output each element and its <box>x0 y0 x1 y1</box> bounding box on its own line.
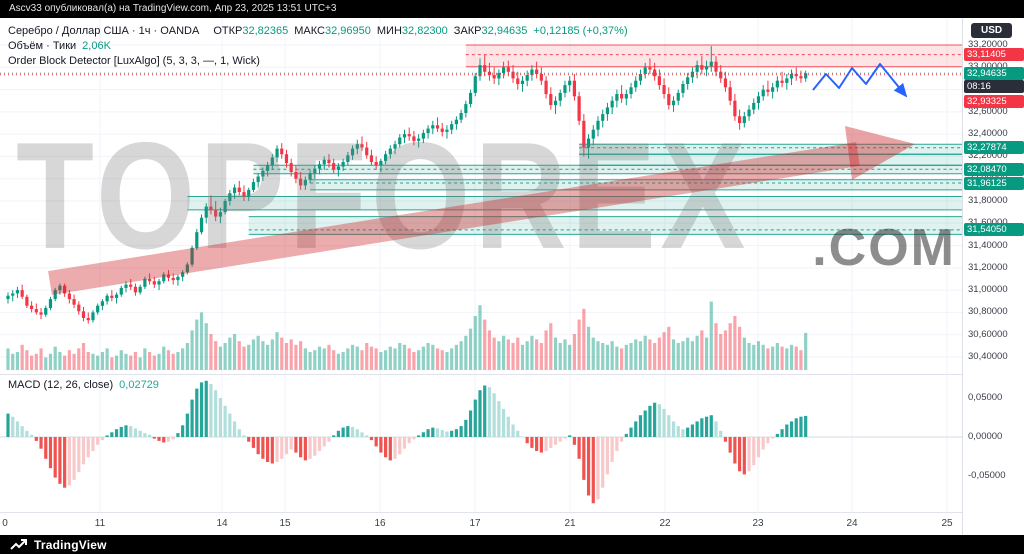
time-label: 16 <box>374 518 386 529</box>
macd-tick: -0,05000 <box>968 470 1006 481</box>
price-badge: 32,08470 <box>964 162 1024 176</box>
price-tick: 31,20000 <box>968 261 1008 273</box>
ohlc-value: 32,82300 <box>401 25 448 37</box>
time-label: 11 <box>94 518 106 529</box>
price-badge: 08:16 <box>964 79 1024 93</box>
price-tick: 31,00000 <box>968 284 1008 296</box>
time-label: 23 <box>752 518 764 529</box>
macd-tick: 0,05000 <box>968 392 1003 403</box>
pane-separator[interactable] <box>0 374 962 375</box>
time-axis[interactable]: 0 11 14 15 16 17 21 22 23 24 25 <box>0 512 962 535</box>
orderblock-row: Order Block Detector [LuxAlgo] (5, 3, 3,… <box>8 54 628 68</box>
orderblock-indicator-label[interactable]: Order Block Detector [LuxAlgo] (5, 3, 3,… <box>8 55 260 67</box>
price-tick: 30,60000 <box>968 328 1008 340</box>
chart-legend: Серебро / Доллар США · 1ч · OANDA ОТКР32,… <box>8 24 628 69</box>
footer-bar: TradingView <box>0 535 1024 554</box>
tradingview-logo-icon[interactable] <box>10 538 28 551</box>
time-label: 24 <box>846 518 858 529</box>
volume-value: 2,06K <box>82 40 111 52</box>
price-badge: 31,54050 <box>964 223 1024 237</box>
volume-indicator-label[interactable]: Объём · Тики <box>8 40 77 52</box>
time-label: 17 <box>469 518 481 529</box>
price-change: +0,12185 (+0,37%) <box>533 25 628 37</box>
price-badge: 33,11405 <box>964 48 1024 62</box>
macd-value: 0,02729 <box>119 379 159 391</box>
publish-info-text: Ascv33 опубликовал(а) на TradingView.com… <box>9 3 337 14</box>
ohlc-label: МИН <box>376 25 402 37</box>
macd-label[interactable]: MACD (12, 26, close) <box>8 379 114 391</box>
volume-row: Объём · Тики 2,06K <box>8 39 628 53</box>
time-label: 0 <box>2 518 8 529</box>
price-badge: 32,27874 <box>964 141 1024 155</box>
publish-info-bar: Ascv33 опубликовал(а) на TradingView.com… <box>0 0 1024 18</box>
tradingview-wordmark[interactable]: TradingView <box>34 537 107 552</box>
ohlc-value: 32,96950 <box>325 25 371 37</box>
macd-legend: MACD (12, 26, close) 0,02729 <box>8 379 159 391</box>
price-badge: 32,93325 <box>964 95 1024 109</box>
price-tick: 30,80000 <box>968 306 1008 318</box>
time-label: 22 <box>659 518 671 529</box>
price-tick: 33,20000 <box>968 39 1008 50</box>
macd-pane[interactable] <box>0 374 962 512</box>
ohlc-label: ЗАКР <box>453 25 482 37</box>
price-badge: 31,96125 <box>964 176 1024 190</box>
price-tick: 30,40000 <box>968 351 1008 362</box>
ohlc-label: ОТКР <box>213 25 243 37</box>
ohlc-values: ОТКР32,82365 МАКС32,96950 МИН32,82300 ЗАКР3… <box>207 25 527 37</box>
ohlc-value: 32,94635 <box>481 25 528 37</box>
price-pane[interactable] <box>0 18 962 374</box>
price-tick: 32,20000 <box>968 150 1008 162</box>
time-label: 25 <box>941 518 953 529</box>
symbol-row: Серебро / Доллар США · 1ч · OANDA ОТКР32,… <box>8 24 628 38</box>
time-label: 14 <box>216 518 228 529</box>
time-label: 21 <box>564 518 576 529</box>
price-axis[interactable]: USD 33,2000033,0000032,8000032,6000032,4… <box>962 18 1024 535</box>
time-label: 15 <box>279 518 291 529</box>
price-tick: 31,40000 <box>968 239 1008 251</box>
price-tick: 31,80000 <box>968 195 1008 206</box>
ohlc-label: МАКС <box>294 25 325 37</box>
price-tick: 32,60000 <box>968 105 1008 117</box>
macd-tick: 0,00000 <box>968 431 1003 442</box>
currency-badge[interactable]: USD <box>971 23 1013 38</box>
symbol-title[interactable]: Серебро / Доллар США · 1ч · OANDA <box>8 25 200 37</box>
price-tick: 31,60000 <box>968 217 1008 228</box>
price-badge: 32,94635 <box>964 66 1024 80</box>
price-tick: 32,40000 <box>968 128 1008 140</box>
ohlc-value: 32,82365 <box>242 25 289 37</box>
